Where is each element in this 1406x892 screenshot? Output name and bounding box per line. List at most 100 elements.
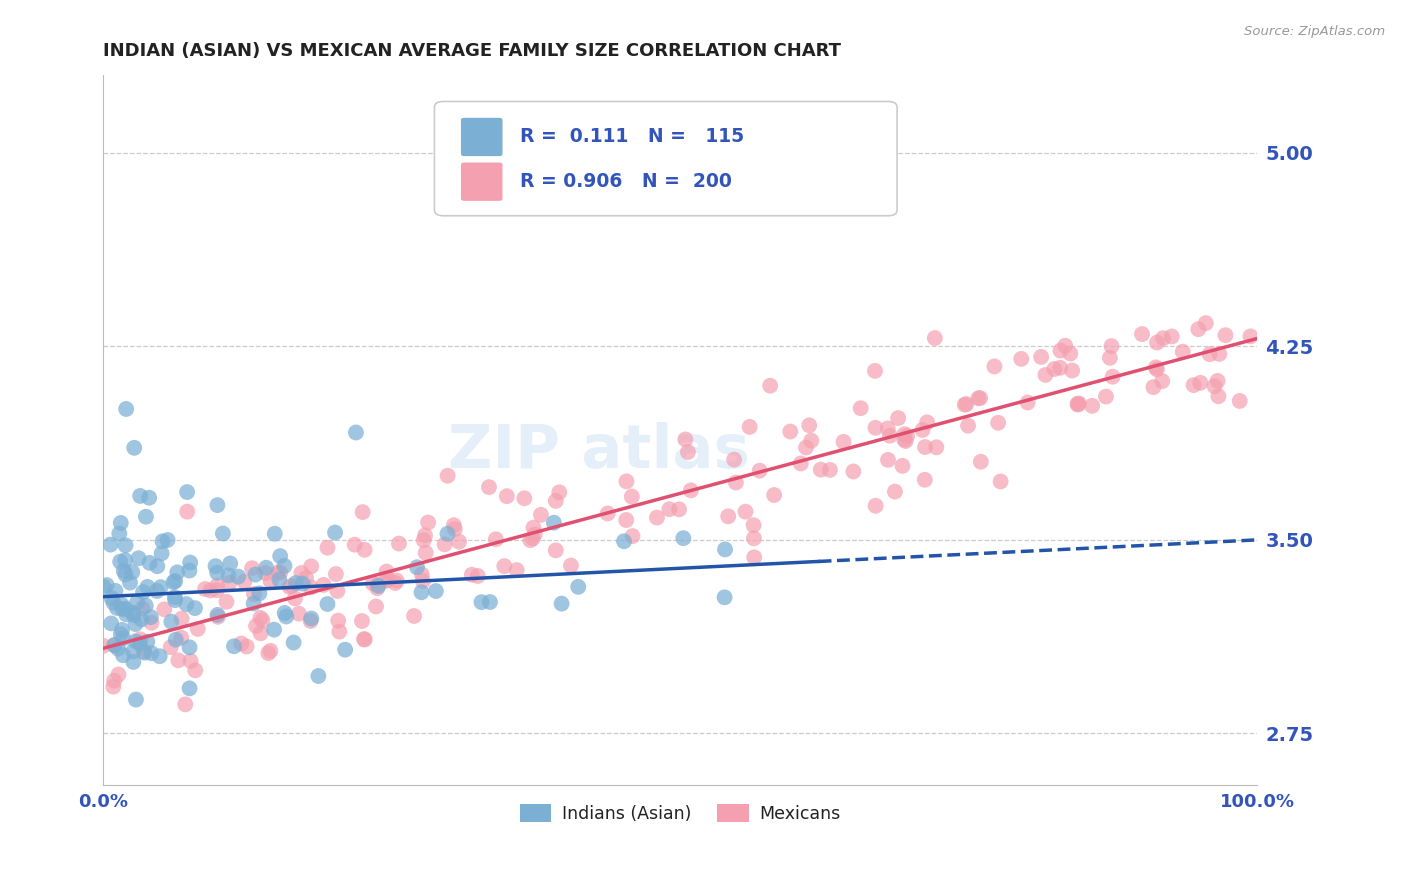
Point [734, 505, 756, 519]
Point [149, 649, 172, 664]
Point [668, 502, 690, 516]
Point [108, 555, 131, 569]
Point [893, 427, 915, 442]
Point [163, 591, 186, 605]
Point [218, 575, 240, 590]
Point [249, 611, 271, 625]
Point [567, 580, 589, 594]
Point [914, 473, 936, 487]
Point [167, 653, 190, 667]
Point [122, 644, 145, 658]
Point [263, 526, 285, 541]
Point [413, 528, 436, 542]
Point [894, 434, 917, 448]
Point [146, 559, 169, 574]
Text: INDIAN (ASIAN) VS MEXICAN AVERAGE FAMILY SIZE CORRELATION CHART: INDIAN (ASIAN) VS MEXICAN AVERAGE FAMILY… [103, 42, 841, 60]
Point [127, 595, 149, 609]
Point [738, 420, 761, 434]
Point [323, 525, 346, 540]
Point [207, 610, 229, 624]
Point [103, 638, 125, 652]
Point [307, 669, 329, 683]
Point [112, 648, 135, 663]
Point [406, 560, 429, 574]
Point [111, 623, 134, 637]
Point [105, 601, 128, 615]
Point [100, 538, 122, 552]
Point [104, 638, 127, 652]
Point [548, 485, 571, 500]
Point [1208, 347, 1230, 361]
Point [114, 538, 136, 552]
Point [967, 391, 990, 405]
Point [1204, 379, 1226, 393]
Point [207, 607, 229, 622]
Point [1182, 378, 1205, 392]
Point [284, 591, 307, 606]
Point [799, 418, 821, 433]
Point [254, 566, 277, 580]
Point [955, 397, 977, 411]
Point [914, 440, 936, 454]
Point [231, 636, 253, 650]
Point [212, 526, 235, 541]
Point [742, 518, 765, 533]
Point [447, 534, 470, 549]
Point [1144, 360, 1167, 375]
Point [100, 616, 122, 631]
Point [411, 585, 433, 599]
Point [299, 559, 322, 574]
Point [887, 411, 910, 425]
Point [1101, 369, 1123, 384]
Point [353, 632, 375, 647]
Point [543, 516, 565, 530]
Point [1067, 398, 1090, 412]
Point [179, 640, 201, 655]
Point [596, 507, 619, 521]
Point [100, 591, 122, 605]
Point [1215, 328, 1237, 343]
Point [1146, 335, 1168, 350]
Point [415, 546, 437, 560]
Point [179, 564, 201, 578]
Point [924, 331, 946, 345]
Point [179, 681, 201, 696]
Point [110, 516, 132, 530]
Point [159, 640, 181, 655]
Point [333, 642, 356, 657]
Point [385, 574, 408, 588]
Point [204, 559, 226, 574]
Point [544, 543, 567, 558]
Point [404, 609, 426, 624]
Point [353, 542, 375, 557]
Point [983, 359, 1005, 374]
Point [162, 575, 184, 590]
Point [911, 423, 934, 437]
Point [166, 566, 188, 580]
Point [470, 595, 492, 609]
Point [118, 575, 141, 590]
Point [184, 601, 207, 615]
Point [138, 556, 160, 570]
Point [269, 573, 291, 587]
Point [436, 468, 458, 483]
Point [219, 557, 242, 571]
Point [1054, 339, 1077, 353]
Point [990, 475, 1012, 489]
Point [132, 644, 155, 658]
Point [112, 632, 135, 646]
Point [1049, 343, 1071, 358]
Point [364, 599, 387, 614]
Point [676, 445, 699, 459]
Point [295, 571, 318, 585]
Point [759, 378, 782, 392]
Point [800, 434, 823, 448]
Point [519, 533, 541, 548]
Point [103, 673, 125, 688]
Point [550, 597, 572, 611]
Point [1067, 396, 1090, 410]
Point [658, 502, 681, 516]
Point [150, 546, 173, 560]
Point [679, 483, 702, 498]
Point [374, 574, 396, 588]
